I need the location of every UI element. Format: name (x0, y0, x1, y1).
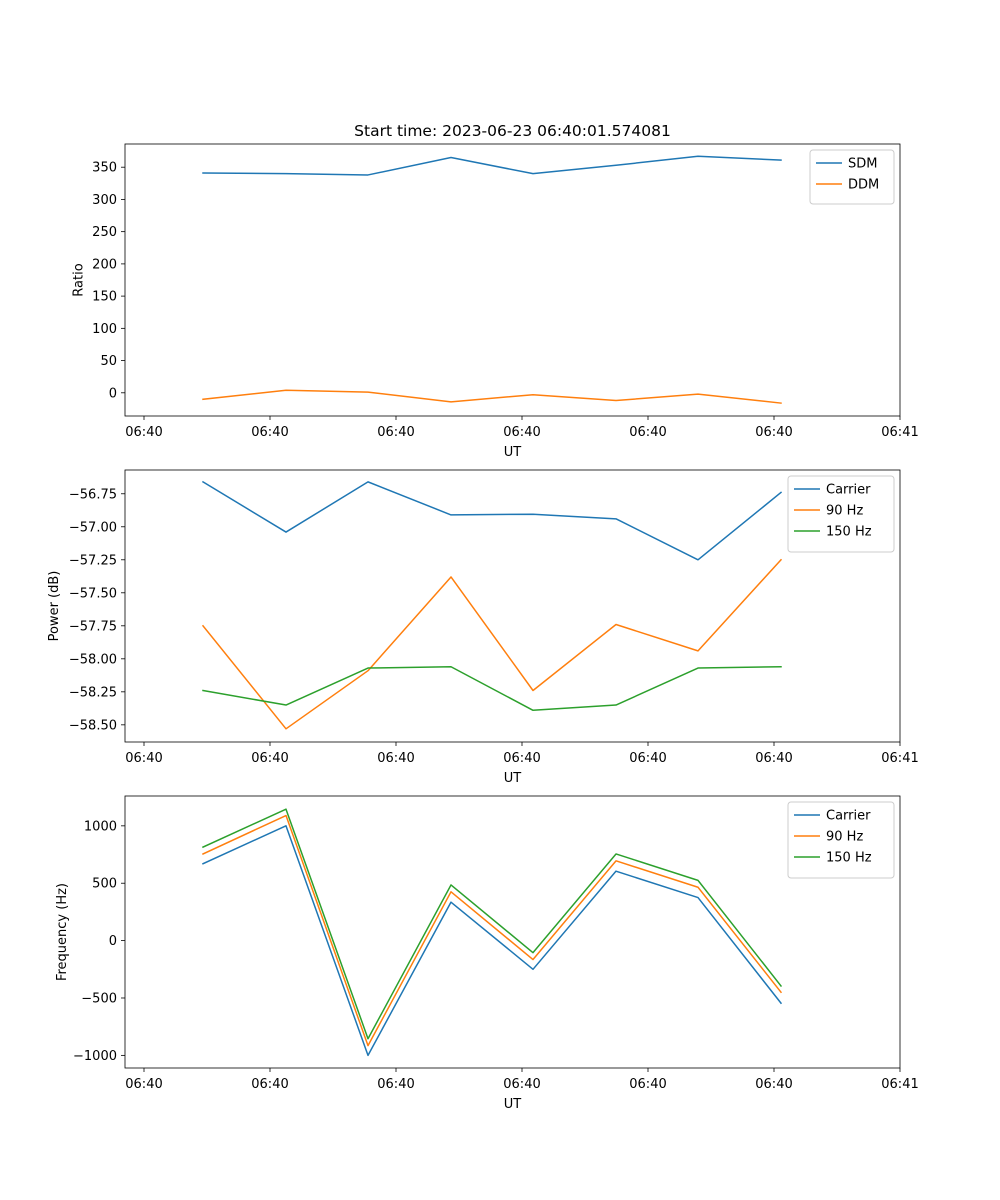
series-line-90-hz (201, 558, 783, 730)
subplot-2: 06:40 06:40 06:40 06:40 06:40 06:40 06:41 −58.5… (47, 469, 919, 786)
y-axis-label: Ratio (71, 263, 86, 296)
x-axis-label: UT (504, 771, 522, 786)
y-tick-label: −57.75 (69, 619, 117, 634)
x-tick-label: 06:40 (503, 425, 540, 440)
x-tick-label: 06:40 (755, 751, 792, 766)
y-tick-label: 0 (109, 386, 117, 401)
series-line-carrier (201, 480, 783, 561)
y-tick-label: 1000 (84, 819, 117, 834)
legend: Carrier 90 Hz 150 Hz (787, 475, 895, 553)
x-tick-label: 06:40 (755, 425, 792, 440)
axes-frame (124, 795, 901, 1069)
x-tick-label: 06:40 (377, 1077, 414, 1092)
y-tick-label: 250 (92, 225, 117, 240)
x-tick-label: 06:40 (629, 1077, 666, 1092)
x-tick-label: 06:40 (125, 425, 162, 440)
legend-box (787, 801, 895, 879)
x-axis-label: UT (504, 1097, 522, 1112)
subplot-1: 06:40 06:40 06:40 06:40 06:40 06:40 06:41 0 50 10… (71, 143, 919, 460)
x-tick-label: 06:40 (503, 1077, 540, 1092)
y-tick-label: −57.00 (69, 520, 117, 535)
x-tick-label: 06:40 (377, 751, 414, 766)
legend: SDM DDM (809, 149, 895, 205)
x-axis-label: UT (504, 445, 522, 460)
legend-label: Carrier (826, 483, 871, 498)
y-tick-label: −58.50 (69, 718, 117, 733)
y-axis-label: Power (dB) (47, 571, 62, 642)
y-tick-label: −1000 (73, 1049, 117, 1064)
legend-label: 90 Hz (826, 504, 863, 519)
x-tick-label: 06:40 (251, 425, 288, 440)
legend-label: 90 Hz (826, 830, 863, 845)
x-tick-label: 06:40 (629, 751, 666, 766)
legend-label: DDM (848, 178, 879, 193)
figure-title: Start time: 2023-06-23 06:40:01.574081 (354, 122, 671, 140)
y-tick-label: 300 (92, 193, 117, 208)
x-tick-label: 06:40 (377, 425, 414, 440)
y-tick-label: −57.50 (69, 586, 117, 601)
subplot-3: 06:40 06:40 06:40 06:40 06:40 06:40 06:41 −1000… (55, 795, 919, 1112)
legend: Carrier 90 Hz 150 Hz (787, 801, 895, 879)
x-tick-label: 06:40 (503, 751, 540, 766)
series-line-150-hz (202, 665, 782, 712)
y-tick-label: 50 (100, 354, 117, 369)
legend-label: Carrier (826, 809, 871, 824)
x-tick-label: 06:40 (125, 751, 162, 766)
y-tick-label: −57.25 (69, 553, 117, 568)
y-tick-label: −58.00 (69, 652, 117, 667)
x-tick-label: 06:40 (629, 425, 666, 440)
x-tick-label: 06:41 (881, 751, 918, 766)
series-line-150-hz (202, 808, 783, 1040)
legend-label: 150 Hz (826, 851, 872, 866)
legend-box (787, 475, 895, 553)
axes-frame (124, 143, 901, 417)
plots-container: 06:40 06:40 06:40 06:40 06:40 06:40 06:41 0 50 10… (47, 143, 919, 1112)
x-tick-label: 06:40 (251, 751, 288, 766)
x-tick-label: 06:41 (881, 425, 918, 440)
axes-frame (124, 469, 901, 743)
x-tick-label: 06:41 (881, 1077, 918, 1092)
series-line-ddm (202, 389, 782, 404)
y-axis-label: Frequency (Hz) (55, 883, 70, 981)
y-tick-label: 350 (92, 161, 117, 176)
legend-label: 150 Hz (826, 525, 872, 540)
y-tick-label: 0 (109, 934, 117, 949)
y-tick-label: 200 (92, 257, 117, 272)
series-line-90-hz (202, 814, 783, 1047)
series-line-sdm (202, 155, 782, 176)
x-tick-label: 06:40 (755, 1077, 792, 1092)
x-tick-label: 06:40 (251, 1077, 288, 1092)
y-tick-label: −500 (81, 991, 117, 1006)
y-tick-label: 100 (92, 322, 117, 337)
y-tick-label: 500 (92, 877, 117, 892)
y-tick-label: −58.25 (69, 685, 117, 700)
x-tick-label: 06:40 (125, 1077, 162, 1092)
y-tick-label: −56.75 (69, 487, 117, 502)
legend-label: SDM (848, 157, 877, 172)
series-line-carrier (202, 825, 783, 1057)
y-tick-label: 150 (92, 290, 117, 305)
